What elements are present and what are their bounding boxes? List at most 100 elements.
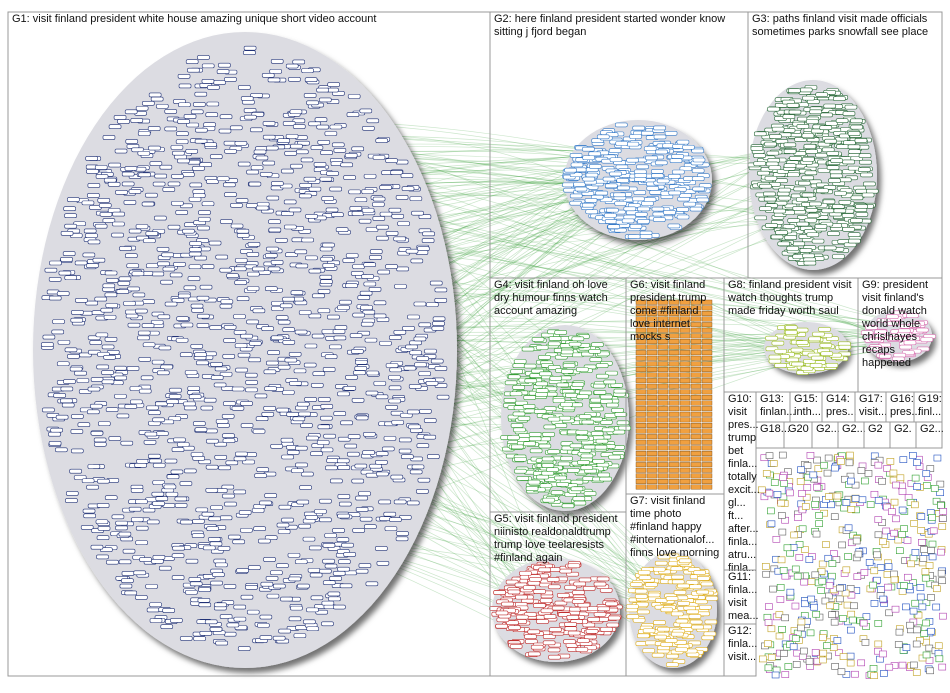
node <box>569 443 583 449</box>
node <box>316 87 329 93</box>
node <box>261 326 274 331</box>
group-label: visit... <box>859 406 887 418</box>
group-label: president trump <box>630 292 706 304</box>
node <box>319 274 333 280</box>
node <box>859 159 872 165</box>
node <box>114 375 127 381</box>
node <box>284 357 298 363</box>
node <box>679 389 691 395</box>
node <box>657 350 669 356</box>
node <box>215 640 228 646</box>
node <box>137 131 151 136</box>
node <box>668 339 680 344</box>
node <box>162 608 175 613</box>
node <box>692 186 705 192</box>
node <box>266 360 279 366</box>
node <box>836 584 844 592</box>
node <box>657 383 669 389</box>
node <box>336 458 350 464</box>
node <box>401 454 414 460</box>
node <box>811 238 825 244</box>
node <box>657 333 669 339</box>
node <box>287 552 301 558</box>
node <box>303 619 316 625</box>
node <box>359 516 373 522</box>
node <box>113 115 127 120</box>
node <box>873 333 886 338</box>
node <box>799 653 807 660</box>
node <box>569 153 583 158</box>
node <box>128 189 142 194</box>
node <box>82 252 96 258</box>
node <box>223 338 236 343</box>
node <box>635 456 647 462</box>
node <box>177 158 190 164</box>
node <box>701 400 713 406</box>
node <box>847 506 856 513</box>
node <box>850 118 863 124</box>
node <box>196 295 210 301</box>
node <box>635 439 647 445</box>
node <box>111 232 124 238</box>
node <box>635 378 647 384</box>
node <box>135 595 148 600</box>
node <box>677 601 690 606</box>
node <box>143 238 156 244</box>
node <box>206 101 220 107</box>
group-label: visit finland's <box>862 292 925 304</box>
node <box>567 630 581 636</box>
node <box>237 646 251 651</box>
node <box>828 611 836 618</box>
node <box>389 517 402 522</box>
node <box>310 595 324 601</box>
node <box>504 380 518 386</box>
node <box>657 339 669 344</box>
node <box>770 234 784 240</box>
group-label: pres... <box>890 406 921 418</box>
node <box>50 427 63 433</box>
node <box>169 272 183 278</box>
node <box>657 395 669 400</box>
node <box>182 228 195 234</box>
node <box>787 172 800 178</box>
node <box>51 329 65 335</box>
node <box>306 607 319 613</box>
node <box>765 223 778 228</box>
node <box>900 525 908 532</box>
node <box>229 125 243 131</box>
node <box>288 616 302 622</box>
node <box>587 617 601 622</box>
node <box>118 559 132 565</box>
node <box>388 398 401 404</box>
node <box>292 124 306 129</box>
node <box>927 594 935 601</box>
node <box>797 618 806 626</box>
node <box>657 372 669 378</box>
node <box>202 545 216 551</box>
node <box>298 310 312 315</box>
node <box>70 429 84 434</box>
node <box>175 337 189 343</box>
node <box>546 577 560 582</box>
node <box>858 496 867 504</box>
node <box>579 390 592 396</box>
node <box>322 242 335 248</box>
node <box>764 619 773 626</box>
node <box>848 238 861 244</box>
node <box>314 117 328 123</box>
node <box>146 607 160 613</box>
node <box>874 496 883 504</box>
node <box>288 77 301 82</box>
node <box>815 512 823 519</box>
node <box>149 602 162 607</box>
node <box>325 465 338 471</box>
node <box>171 575 185 580</box>
node <box>264 253 278 258</box>
node <box>635 372 647 378</box>
group-label: love internet <box>630 318 690 330</box>
node <box>588 151 602 157</box>
node <box>393 330 407 335</box>
node <box>787 218 801 223</box>
node <box>405 344 418 350</box>
node <box>48 440 62 446</box>
